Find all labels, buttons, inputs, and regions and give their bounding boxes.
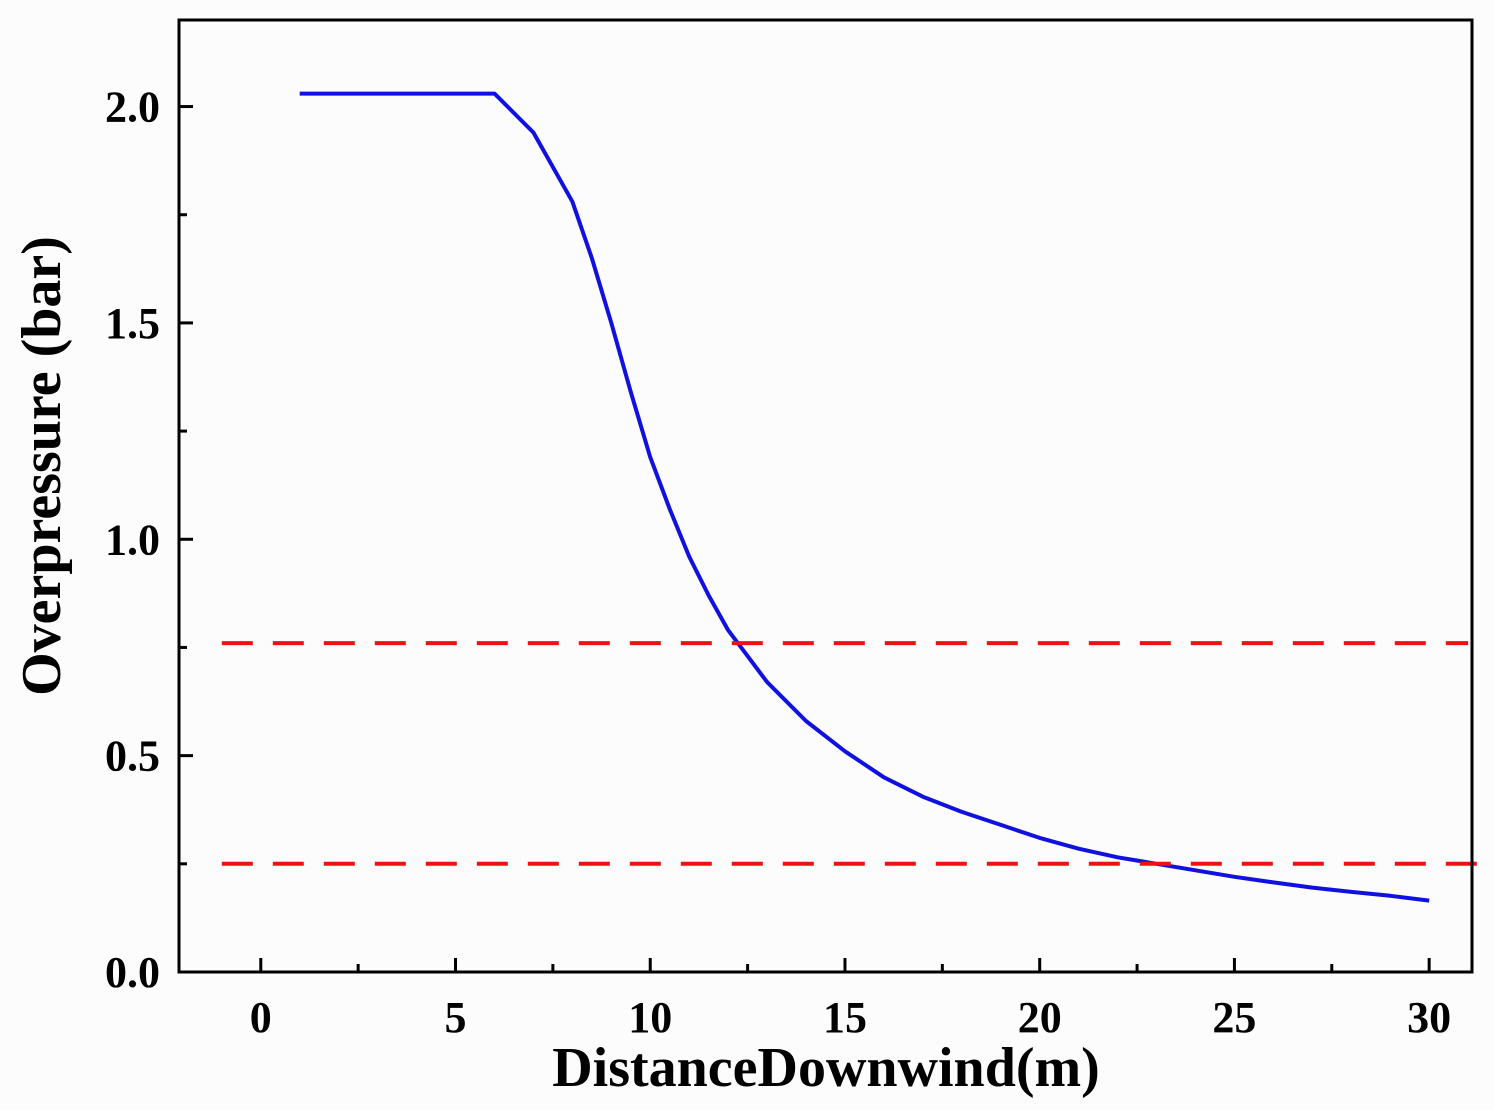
- x-tick-label: 15: [823, 993, 867, 1042]
- x-tick-label: 5: [445, 993, 467, 1042]
- series-layer: [221, 91, 1494, 903]
- plot-frame: [177, 18, 1474, 974]
- x-tick-label: 30: [1407, 993, 1451, 1042]
- x-axis: 0 5 10 15 20 25 30: [250, 958, 1451, 1042]
- x-tick-label: 0: [250, 993, 272, 1042]
- y-axis: 0.0 0.5 1.0 1.5 2.0: [105, 83, 193, 997]
- y-axis-label: Overpressure (bar): [11, 236, 73, 696]
- overpressure-line: [299, 91, 1430, 903]
- y-tick-label: 0.0: [105, 948, 160, 997]
- y-tick-label: 0.5: [105, 732, 160, 781]
- x-tick-label: 25: [1212, 993, 1256, 1042]
- y-tick-label: 2.0: [105, 83, 160, 132]
- y-tick-label: 1.0: [105, 515, 160, 564]
- y-tick-label: 1.5: [105, 299, 160, 348]
- x-tick-label: 20: [1018, 993, 1062, 1042]
- x-tick-label: 10: [628, 993, 672, 1042]
- x-axis-label: DistanceDownwind(m): [552, 1037, 1100, 1099]
